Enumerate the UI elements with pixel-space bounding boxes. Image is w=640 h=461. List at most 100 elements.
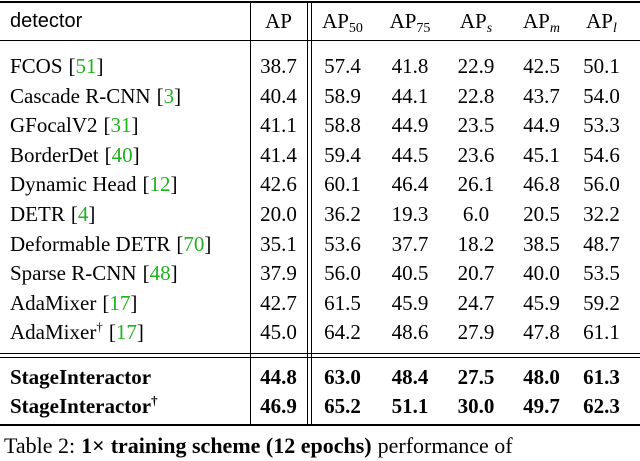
metric-value: 42.6	[260, 172, 297, 197]
table-caption: Table 2: 1× training scheme (12 epochs) per…	[4, 432, 513, 460]
metric-value: 30.0	[457, 394, 495, 418]
bottom-rule	[0, 424, 640, 426]
citation-bracket: ]	[132, 142, 140, 167]
citation: [17]	[102, 291, 137, 315]
column-separator	[311, 3, 312, 424]
detector-mark: †	[151, 393, 158, 408]
metric-value: 64.2	[324, 320, 361, 345]
group-rule-upper	[0, 353, 640, 354]
detector-text: BorderDet	[10, 142, 99, 167]
metric-value: 49.7	[523, 394, 560, 418]
detector-mark: †	[96, 319, 103, 335]
metric-value: 46.8	[523, 172, 560, 197]
metric-value: 19.3	[391, 202, 429, 226]
metric-value: 6.0	[462, 202, 490, 226]
citation-bracket: [	[103, 113, 111, 138]
header-subscript: l	[612, 21, 617, 36]
citation-bracket: [	[104, 142, 112, 167]
citation-number: 3	[163, 83, 175, 108]
metric-value: 41.4	[260, 142, 297, 167]
detector-text: Sparse R-CNN	[10, 261, 137, 286]
citation-bracket: [	[156, 83, 164, 108]
metric-value: 48.4	[391, 365, 429, 389]
metric-value: 46.4	[391, 172, 429, 197]
citation-bracket: ]	[174, 83, 182, 108]
header-subscript: m	[549, 21, 560, 36]
detector-name: Cascade R-CNN [3]	[10, 84, 181, 108]
header-text: detector	[10, 10, 83, 32]
detector-name: BorderDet [40]	[10, 143, 140, 167]
citation-bracket: [	[176, 231, 184, 256]
metric-value: 20.7	[457, 261, 495, 286]
metric-value: 41.1	[260, 113, 297, 138]
header-text: AP	[265, 9, 292, 33]
citation-bracket: [	[68, 54, 76, 78]
metric-value: 45.1	[523, 142, 560, 167]
citation: [12]	[143, 172, 178, 196]
detector-name: StageInteractor	[10, 365, 151, 389]
header-cell: AP	[250, 9, 307, 33]
header-cell: APl	[577, 9, 626, 36]
metric-value: 62.3	[583, 394, 620, 418]
column-separator	[250, 3, 251, 424]
citation-number: 17	[109, 290, 131, 315]
metric-value: 40.0	[523, 261, 560, 286]
header-text: AP	[586, 9, 613, 33]
metric-value: 44.5	[391, 142, 429, 167]
metric-value: 38.7	[260, 54, 297, 78]
metric-value: 42.5	[523, 54, 560, 78]
citation-bracket: ]	[96, 54, 104, 78]
metric-value: 20.5	[523, 202, 560, 226]
header-rule	[0, 40, 640, 41]
caption-segment: performance of	[377, 433, 513, 458]
citation-number: 51	[75, 54, 97, 78]
metric-value: 23.6	[457, 142, 495, 167]
metric-value: 24.7	[457, 290, 495, 315]
metric-value: 27.5	[457, 365, 495, 389]
detector-text: DETR	[10, 202, 65, 226]
caption-segment: Table 2:	[4, 433, 76, 458]
citation-bracket: ]	[136, 320, 144, 345]
header-subscript: s	[486, 21, 493, 36]
detector-name: Sparse R-CNN [48]	[10, 261, 178, 285]
metric-value: 60.1	[324, 172, 361, 197]
caption-segment: training scheme (12 epochs)	[110, 433, 372, 458]
metric-value: 54.6	[583, 142, 620, 167]
citation-number: 40	[111, 142, 133, 167]
citation: [40]	[105, 143, 140, 167]
caption-segment: 1×	[81, 433, 105, 458]
group-rule-lower	[0, 357, 640, 358]
citation-number: 17	[115, 320, 137, 345]
header-label: detector	[10, 9, 82, 33]
citation: [17]	[109, 320, 144, 344]
citation-number: 31	[110, 113, 132, 138]
metric-value: 61.1	[583, 320, 620, 345]
detector-text: FCOS	[10, 54, 63, 78]
metric-value: 58.8	[324, 113, 361, 138]
header-cell: APm	[509, 9, 574, 36]
metric-value: 53.5	[583, 261, 620, 286]
citation: [31]	[104, 113, 139, 137]
citation-bracket: ]	[170, 261, 178, 286]
metric-value: 44.9	[523, 113, 560, 138]
metric-value: 59.4	[324, 142, 361, 167]
citation-bracket: ]	[130, 290, 138, 315]
metric-value: 22.8	[457, 83, 495, 108]
detector-name: GFocalV2 [31]	[10, 113, 139, 137]
metric-value: 45.9	[391, 290, 429, 315]
detector-text: Deformable DETR	[10, 231, 171, 256]
metric-value: 38.5	[523, 231, 560, 256]
citation-bracket: ]	[204, 231, 212, 256]
citation-bracket: [	[102, 290, 110, 315]
column-separator	[307, 3, 308, 424]
detector-text: AdaMixer	[10, 320, 97, 345]
metric-value: 57.4	[324, 54, 361, 78]
header-text: AP	[459, 9, 487, 33]
citation-number: 48	[149, 261, 171, 286]
detector-text: Cascade R-CNN	[10, 83, 151, 108]
metric-value: 40.4	[260, 83, 297, 108]
metric-value: 32.2	[583, 202, 620, 226]
metric-value: 44.8	[260, 365, 297, 389]
header-text: AP	[523, 9, 550, 33]
header-text: AP	[389, 9, 417, 33]
